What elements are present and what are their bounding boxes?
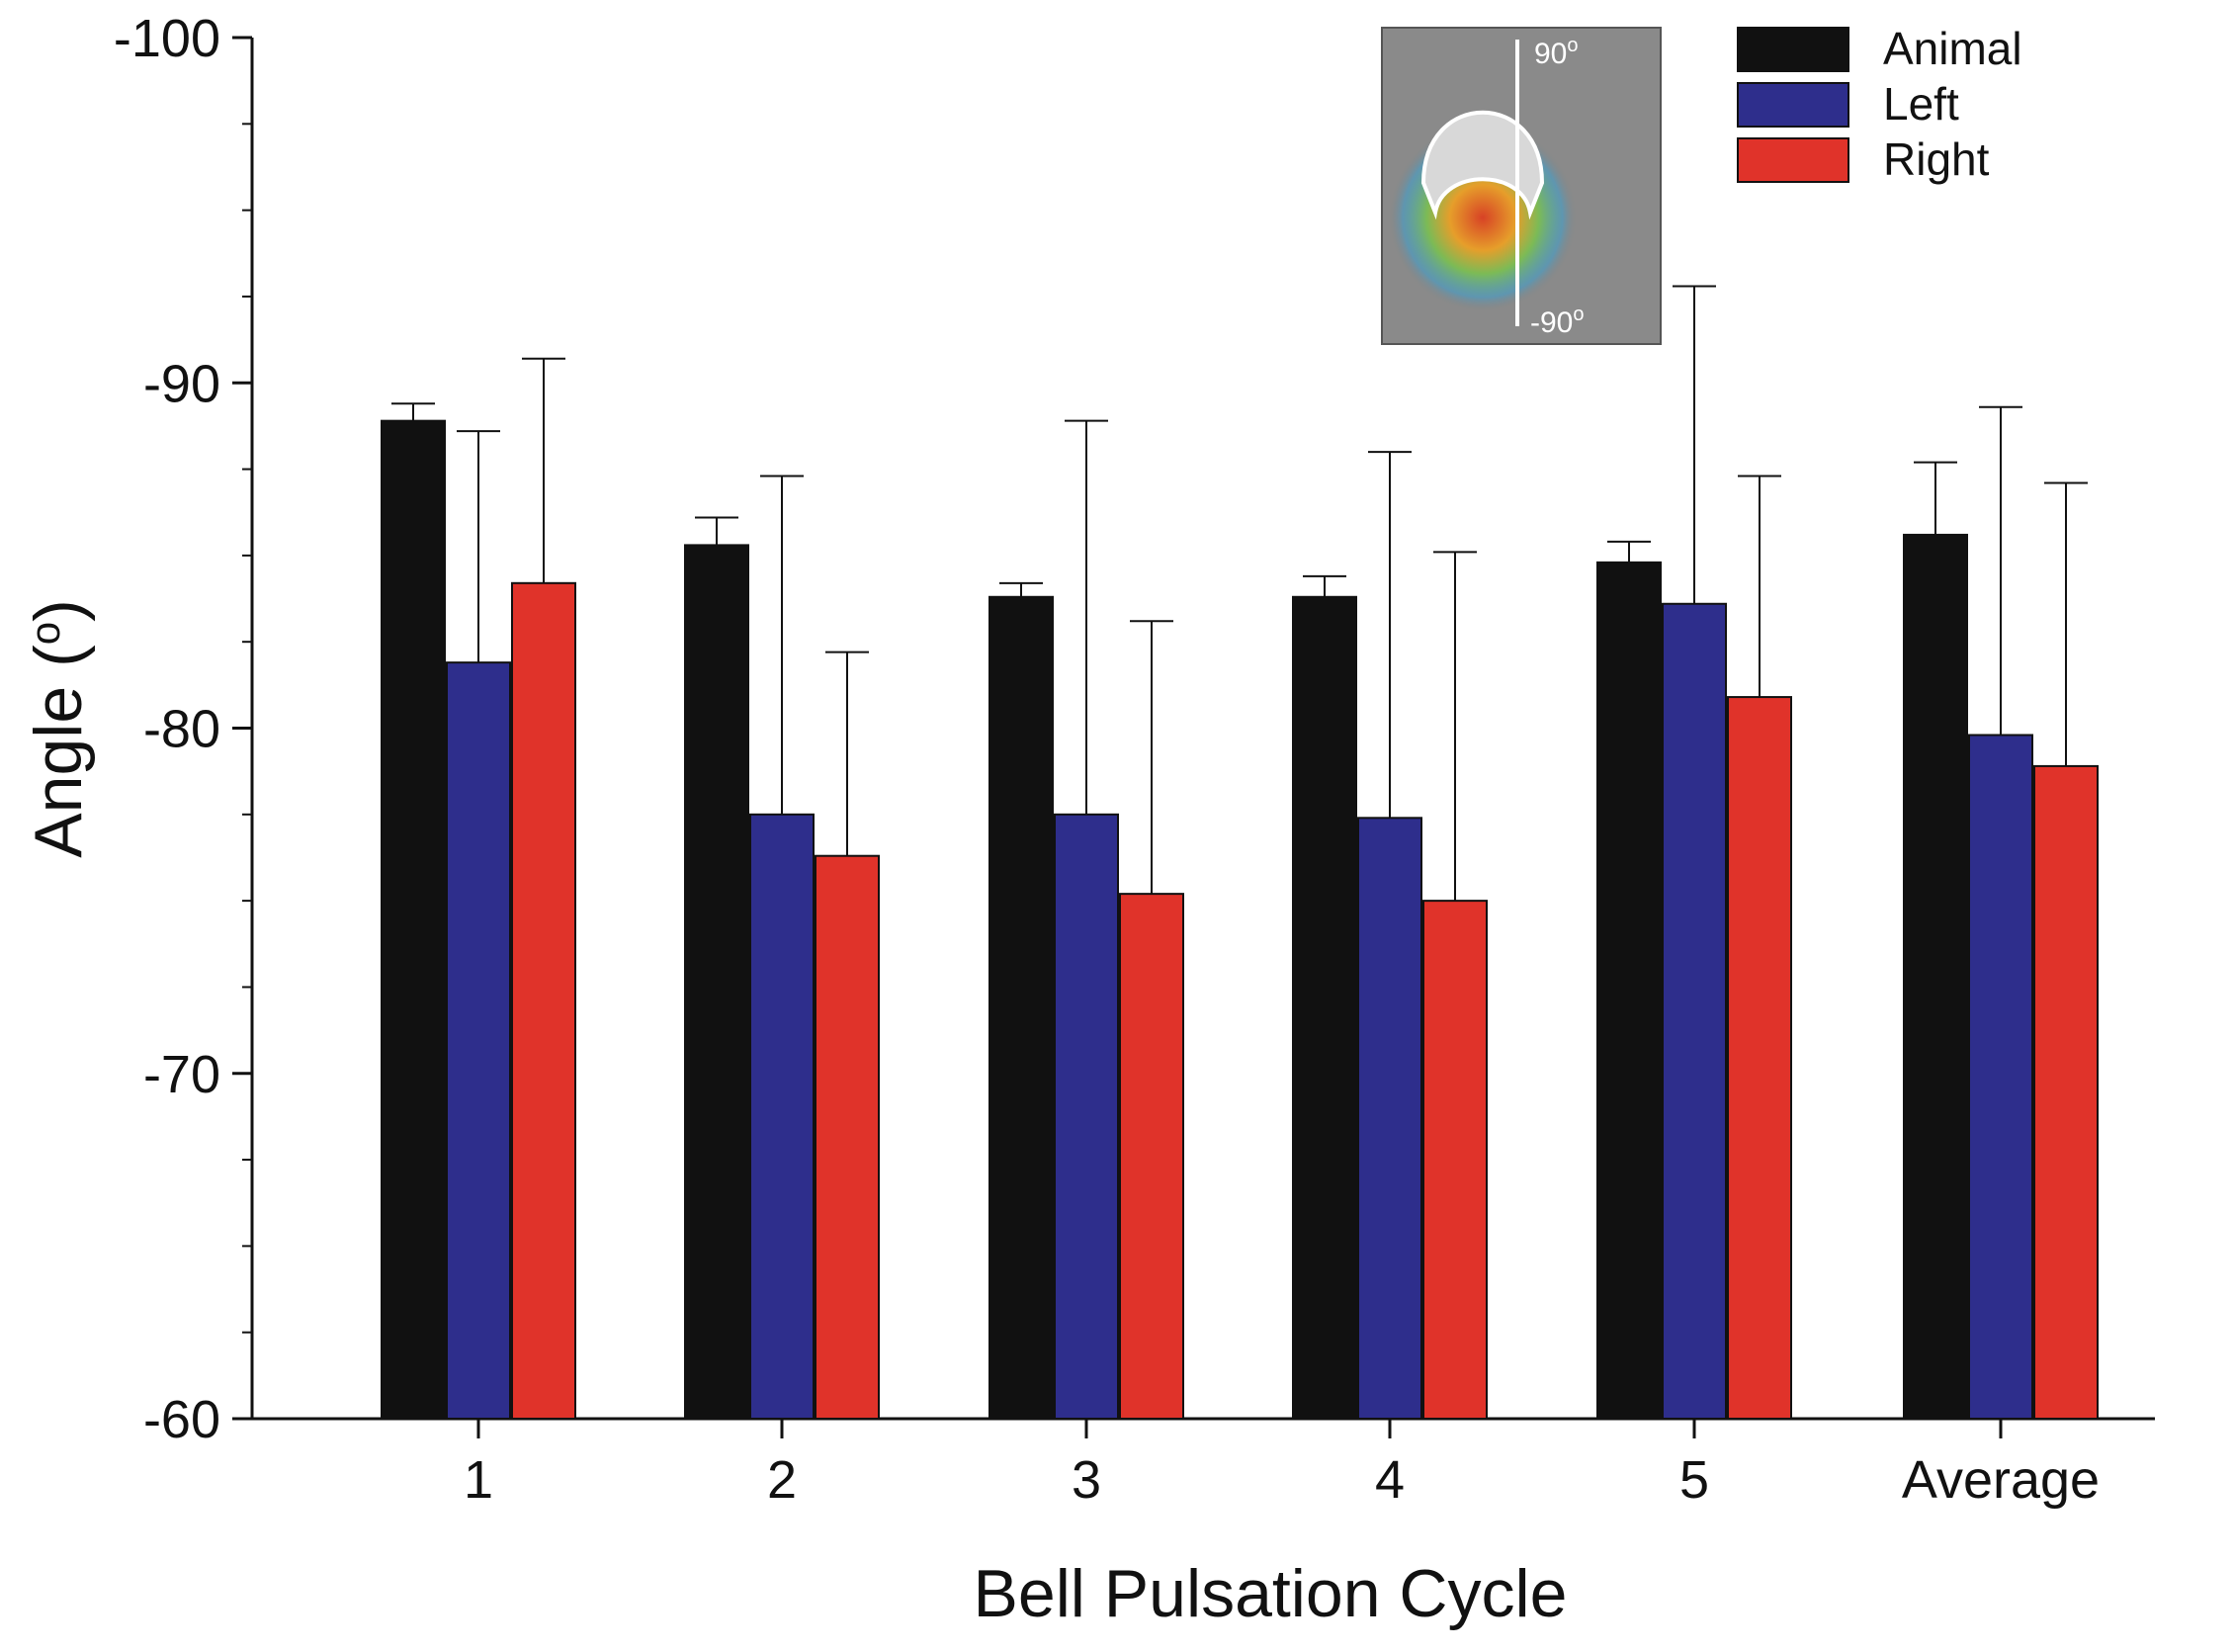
bar-animal [1596, 561, 1662, 1420]
x-tick-label: 3 [1072, 1450, 1101, 1510]
y-tick-label: -70 [143, 1045, 220, 1104]
bar-right [511, 581, 576, 1420]
x-tick-label: 1 [464, 1450, 493, 1510]
bar-left [1968, 734, 2033, 1420]
bar-animal [1903, 533, 1968, 1420]
bar-left [1357, 817, 1422, 1420]
y-tick-label: -60 [143, 1390, 220, 1449]
inset-top-label: 90o [1534, 35, 1579, 70]
y-axis-title-degree: o [22, 622, 68, 645]
inset-bottom-label: -90o [1530, 304, 1584, 339]
y-axis-title-close: ) [21, 599, 96, 622]
y-tick-label: -100 [114, 9, 220, 68]
bar-right [1422, 900, 1488, 1420]
y-tick-label: -80 [143, 700, 220, 759]
bar-right [2033, 764, 2099, 1420]
legend-label-right: Right [1883, 133, 1990, 185]
legend-swatch-right [1737, 137, 1849, 183]
inset-jellyfish-image: 90o -90o [1381, 27, 1662, 345]
svg-text:Angle (o): Angle (o) [21, 599, 96, 857]
bar-animal [1292, 595, 1357, 1420]
bar-right [1727, 696, 1792, 1420]
y-axis-title-text: Angle ( [21, 645, 96, 858]
y-tick-label: -90 [143, 354, 220, 413]
bar-animal [381, 419, 446, 1421]
x-tick-label: 5 [1679, 1450, 1709, 1510]
bar-left [749, 813, 815, 1420]
x-axis-title: Bell Pulsation Cycle [974, 1556, 1568, 1631]
error-bars [391, 285, 2088, 902]
bar-animal [988, 595, 1054, 1420]
legend-label-animal: Animal [1883, 23, 2022, 74]
bars [381, 419, 2099, 1421]
bar-animal [684, 544, 749, 1420]
x-tick-label: 4 [1375, 1450, 1405, 1510]
legend-label-left: Left [1883, 78, 1959, 130]
bar-left [1662, 602, 1727, 1420]
bar-right [815, 854, 880, 1420]
bar-left [1054, 813, 1119, 1420]
legend-swatch-animal [1737, 27, 1849, 72]
legend-swatch-left [1737, 82, 1849, 128]
y-axis-title: Angle (o) [21, 599, 96, 857]
jellyfish-bell-icon [1420, 110, 1545, 220]
x-tick-label: 2 [767, 1450, 797, 1510]
x-tick-label: Average [1902, 1450, 2100, 1510]
bar-left [446, 661, 511, 1420]
x-ticks: 1 2 3 4 5 Average [464, 1419, 2100, 1510]
bar-right [1119, 893, 1184, 1420]
y-ticks: -100 -90 -80 -70 -60 [114, 9, 252, 1449]
